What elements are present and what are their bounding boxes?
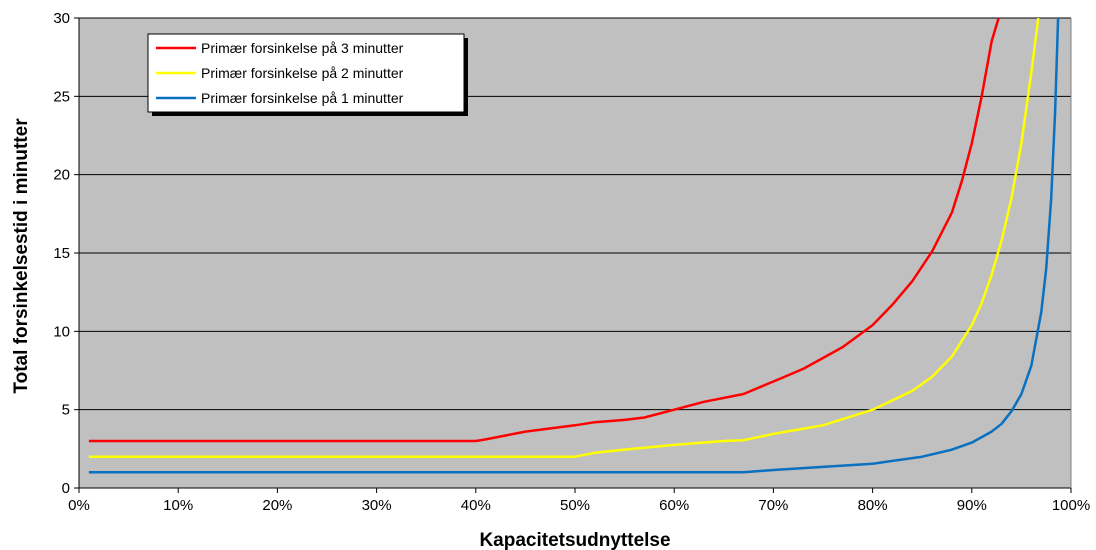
x-tick-label: 70% [758,497,788,514]
legend-label-1: Primær forsinkelse på 3 minutter [201,40,404,56]
y-tick-label: 10 [53,323,70,340]
y-tick-label: 0 [62,480,70,497]
x-tick-label: 20% [262,497,292,514]
series-line-3 [88,18,1060,474]
x-tick-label: 100% [1052,497,1090,514]
y-axis-title: Total forsinkelsestid i minutter [11,118,32,394]
gridlines [79,17,1071,411]
y-tick-label: 15 [53,245,70,262]
y-tick-label: 20 [53,167,70,184]
legend-box [147,33,465,113]
legend: Primær forsinkelse på 3 minutter Primær f… [147,33,468,116]
axes [78,18,1072,489]
x-tick-label: 60% [659,497,689,514]
x-axis-ticks: 0% 10% 20% 30% 40% 50% 60% 70% 80% 90% 100% [68,488,1090,514]
x-tick-label: 30% [362,497,392,514]
x-tick-label: 50% [560,497,590,514]
series-line-1 [88,18,1000,443]
y-tick-label: 25 [53,88,70,105]
y-tick-label: 30 [53,10,70,27]
legend-label-2: Primær forsinkelse på 2 minutter [201,65,404,81]
series-lines [88,18,1060,474]
x-tick-label: 40% [461,497,491,514]
x-tick-label: 0% [68,497,90,514]
legend-label-3: Primær forsinkelse på 1 minutter [201,90,404,106]
x-tick-label: 90% [957,497,987,514]
series-line-2 [88,18,1040,458]
y-tick-label: 5 [62,402,70,419]
legend-items: Primær forsinkelse på 3 minutter Primær f… [156,40,404,106]
y-axis-ticks: 0 5 10 15 20 25 30 [53,10,79,497]
x-tick-label: 10% [163,497,193,514]
x-axis-title: Kapacitetsudnyttelse [479,530,670,550]
x-tick-label: 80% [858,497,888,514]
